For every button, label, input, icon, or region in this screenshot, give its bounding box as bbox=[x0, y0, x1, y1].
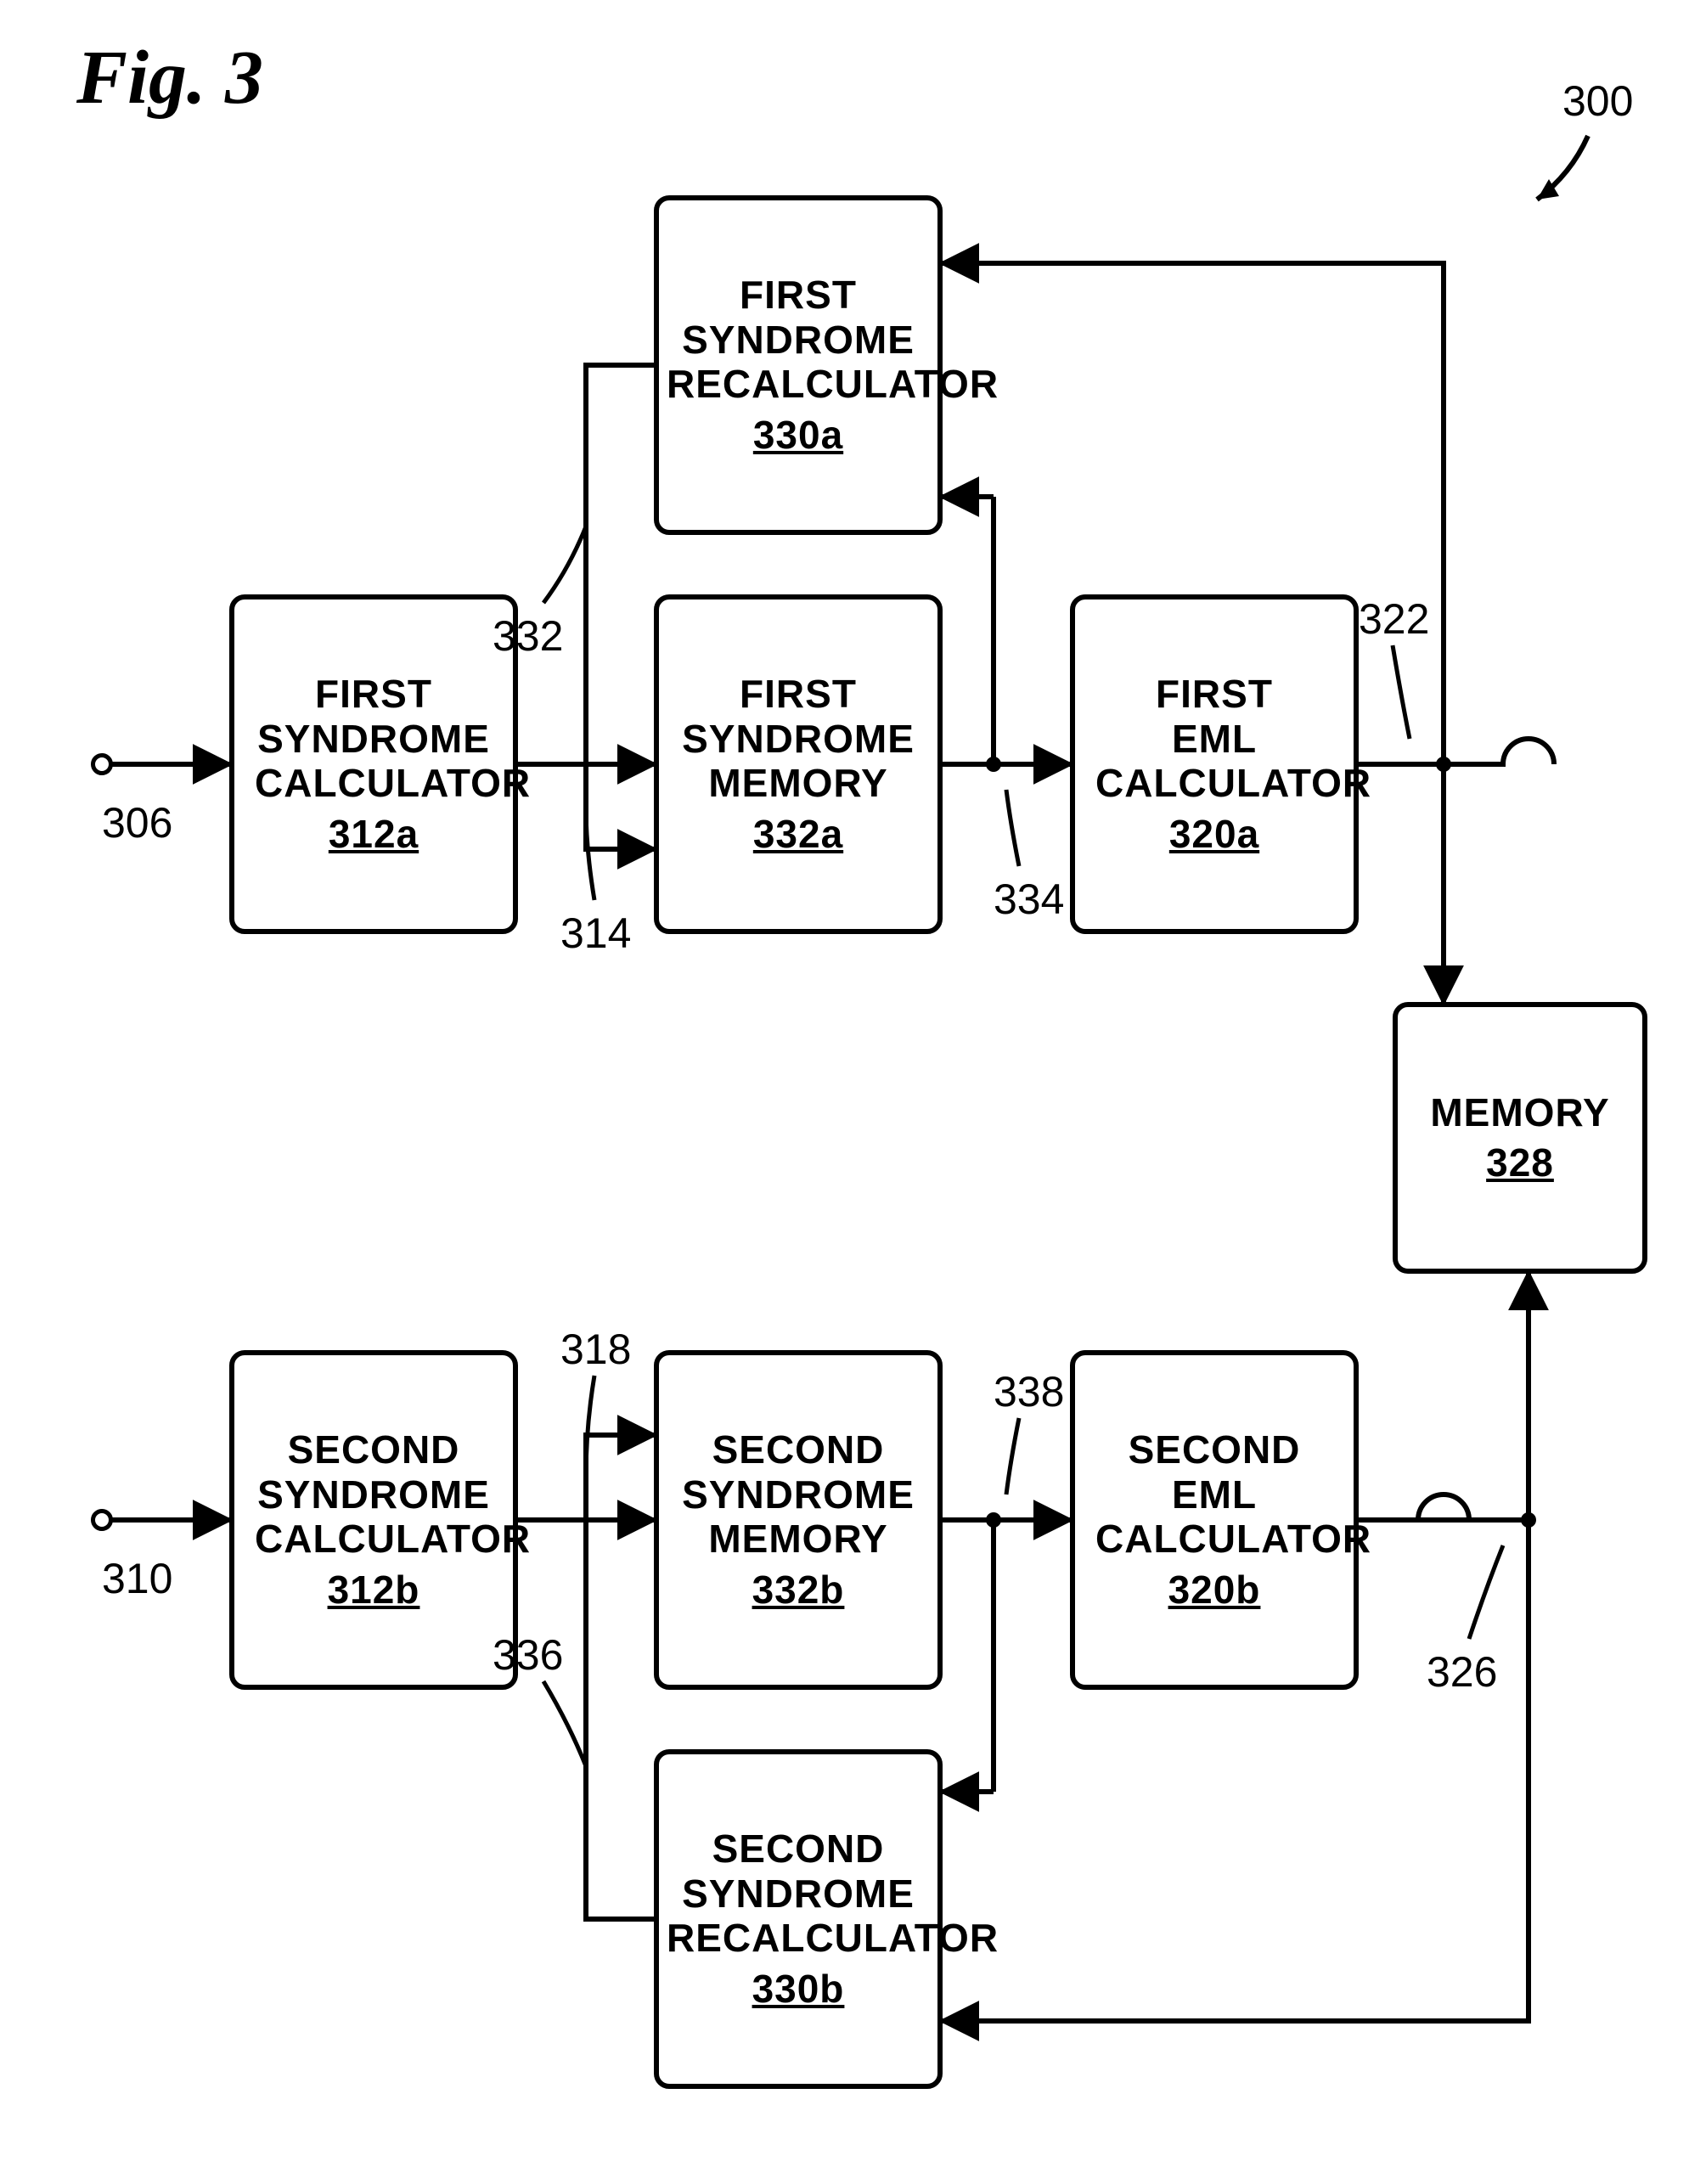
wire-ref-310: 310 bbox=[102, 1554, 172, 1603]
wire-ref-336: 336 bbox=[493, 1630, 563, 1680]
wires-layer bbox=[0, 0, 1689, 2184]
input-port-first bbox=[91, 753, 113, 775]
wire-ref-322: 322 bbox=[1359, 594, 1429, 644]
wire-ref-306: 306 bbox=[102, 798, 172, 847]
wire-ref-314: 314 bbox=[560, 909, 631, 958]
input-port-second bbox=[91, 1509, 113, 1531]
wire-ref-318: 318 bbox=[560, 1325, 631, 1374]
wire-ref-332: 332 bbox=[493, 611, 563, 661]
wire-ref-338: 338 bbox=[994, 1367, 1064, 1416]
wire-ref-326: 326 bbox=[1427, 1647, 1497, 1697]
wire-ref-334: 334 bbox=[994, 875, 1064, 924]
